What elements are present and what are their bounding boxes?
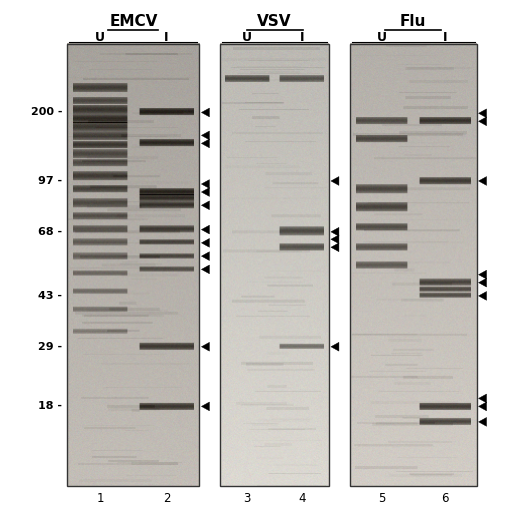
Polygon shape — [202, 225, 209, 234]
Polygon shape — [331, 227, 339, 236]
Polygon shape — [479, 394, 486, 403]
Text: U: U — [377, 32, 386, 44]
Polygon shape — [479, 270, 486, 279]
Polygon shape — [202, 238, 209, 247]
Polygon shape — [202, 108, 209, 117]
Text: 18 -: 18 - — [38, 401, 62, 412]
Polygon shape — [331, 177, 339, 186]
Polygon shape — [331, 342, 339, 351]
Polygon shape — [331, 235, 339, 244]
Bar — [67, 44, 199, 486]
Text: 1: 1 — [97, 493, 104, 506]
Text: 6: 6 — [441, 493, 449, 506]
Polygon shape — [202, 265, 209, 274]
Text: 5: 5 — [378, 493, 385, 506]
Text: 3: 3 — [243, 493, 251, 506]
Text: I: I — [442, 32, 447, 44]
Bar — [350, 44, 477, 486]
Text: 43 -: 43 - — [38, 291, 62, 301]
Polygon shape — [202, 201, 209, 210]
Text: EMCV: EMCV — [109, 14, 157, 29]
Polygon shape — [479, 109, 486, 118]
Text: 68 -: 68 - — [38, 227, 62, 237]
Polygon shape — [331, 243, 339, 252]
Polygon shape — [202, 139, 209, 148]
Text: 2: 2 — [163, 493, 170, 506]
Text: U: U — [95, 32, 105, 44]
Polygon shape — [479, 278, 486, 287]
Polygon shape — [479, 292, 486, 300]
Polygon shape — [479, 177, 486, 186]
Text: VSV: VSV — [257, 14, 292, 29]
Polygon shape — [479, 418, 486, 427]
Text: I: I — [299, 32, 304, 44]
Polygon shape — [479, 402, 486, 411]
Polygon shape — [202, 252, 209, 261]
Text: 29 -: 29 - — [38, 342, 62, 352]
Text: U: U — [242, 32, 252, 44]
Bar — [220, 44, 329, 486]
Text: 200 -: 200 - — [31, 108, 62, 117]
Polygon shape — [202, 402, 209, 411]
Polygon shape — [202, 342, 209, 351]
Text: 97 -: 97 - — [38, 176, 62, 186]
Polygon shape — [202, 188, 209, 196]
Polygon shape — [202, 131, 209, 140]
Text: 4: 4 — [298, 493, 306, 506]
Text: Flu: Flu — [400, 14, 426, 29]
Text: I: I — [164, 32, 169, 44]
Polygon shape — [202, 179, 209, 188]
Polygon shape — [479, 117, 486, 126]
